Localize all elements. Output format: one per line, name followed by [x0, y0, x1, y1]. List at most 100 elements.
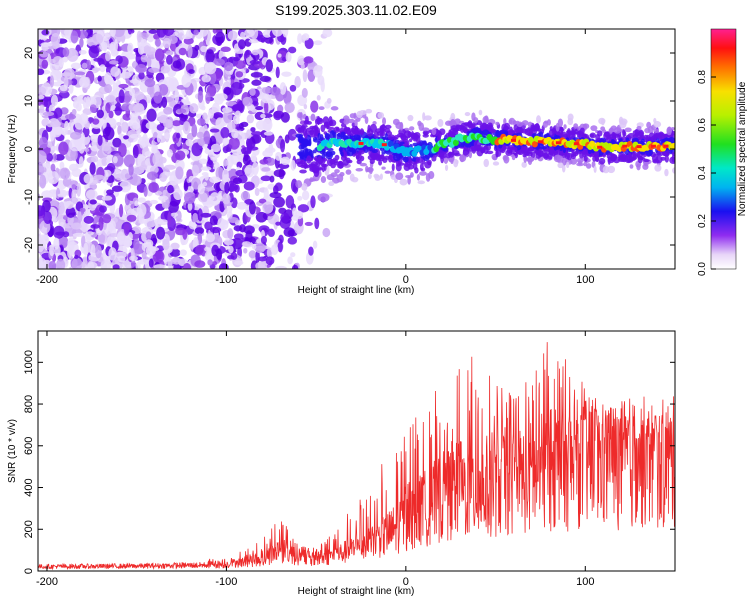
- spectrogram-cell: [38, 162, 45, 176]
- spectrogram-cell: [255, 105, 264, 111]
- spectrogram-cell: [271, 29, 284, 37]
- spectrogram-cell: [148, 258, 154, 268]
- spectrogram-cell: [129, 255, 138, 261]
- spectrogram-cell: [327, 147, 334, 151]
- spectrogram-cell: [320, 163, 329, 168]
- spectrogram-cell: [257, 35, 266, 42]
- spectrogram-cell: [354, 125, 359, 135]
- spectrogram-cell: [326, 126, 335, 131]
- spectrogram-cell: [250, 131, 263, 136]
- spectrogram-cell: [251, 134, 262, 144]
- spectrogram-cell: [323, 151, 328, 156]
- spectrogram-cell: [135, 53, 142, 64]
- spectrogram-cell: [402, 156, 409, 163]
- spectrogram-x-tick-label: 0: [403, 274, 409, 286]
- spectrogram-cell: [316, 95, 321, 101]
- spectrogram-x-tick-label: -100: [215, 274, 237, 286]
- spectrogram-cell: [522, 154, 527, 158]
- spectrogram-cell: [453, 152, 461, 157]
- spectrogram-cell: [543, 152, 549, 160]
- spectrogram-cell: [384, 155, 390, 160]
- spectrogram-cell: [333, 126, 341, 133]
- spectrogram-cell: [265, 256, 275, 266]
- spectrogram-cell: [379, 173, 383, 180]
- spectrogram-cell: [95, 244, 102, 259]
- spectrogram-cell: [75, 102, 82, 112]
- spectrogram-cell: [289, 230, 295, 237]
- spectrogram-cell: [345, 169, 352, 175]
- spectrogram-cell: [597, 130, 603, 137]
- spectrogram-cell: [189, 103, 199, 114]
- spectrogram-cell: [54, 107, 63, 118]
- spectrogram-cell: [162, 238, 170, 251]
- spectrogram-cell: [220, 126, 230, 139]
- spectrogram-cell: [241, 241, 252, 247]
- spectrogram-cell: [191, 142, 203, 157]
- spectrogram-cell: [91, 33, 104, 45]
- spectrogram-cell: [658, 150, 664, 157]
- spectrogram-cell: [322, 29, 333, 38]
- spectrogram-cell: [275, 265, 287, 269]
- spectrogram-cell: [610, 138, 615, 144]
- spectrogram-cell: [127, 29, 133, 35]
- spectrogram-cell: [70, 148, 78, 161]
- spectrogram-cell: [248, 201, 256, 215]
- spectrogram-cell: [222, 146, 229, 154]
- spectrogram-cell: [282, 29, 289, 38]
- spectrogram-cell: [166, 149, 173, 158]
- spectrogram-cell: [354, 118, 358, 128]
- spectrogram-cell: [92, 118, 100, 125]
- spectrogram-cell: [152, 152, 163, 167]
- spectrogram-cell: [100, 260, 108, 269]
- spectrogram-cell: [671, 151, 675, 157]
- spectrogram-cell: [414, 167, 419, 174]
- spectrogram-cell: [311, 125, 318, 132]
- spectrogram-cell: [326, 97, 332, 104]
- spectrogram-cell: [193, 29, 199, 36]
- snr-y-tick-label: 1000: [23, 350, 35, 374]
- spectrogram-cell: [367, 173, 372, 180]
- spectrogram-cell: [384, 128, 391, 134]
- spectrogram-cell: [136, 30, 142, 43]
- spectrogram-cell: [47, 171, 60, 185]
- spectrogram-cell: [227, 30, 238, 41]
- spectrogram-cell: [102, 117, 107, 130]
- spectrogram-cell: [304, 221, 313, 227]
- spectrogram-cell: [395, 162, 402, 172]
- spectrogram-cell: [48, 260, 57, 269]
- spectrogram-cell: [250, 127, 256, 133]
- spectrogram-cell: [50, 94, 59, 107]
- spectrogram-cell: [381, 151, 386, 155]
- spectrogram-y-tick-label: -20: [23, 237, 35, 253]
- spectrogram-cell: [144, 78, 156, 88]
- spectrogram-cell: [287, 256, 293, 265]
- spectrogram-cell: [240, 31, 246, 39]
- spectrogram-peak-cell: [636, 145, 642, 149]
- spectrogram-cell: [381, 123, 386, 130]
- spectrogram-cell: [222, 137, 230, 146]
- spectrogram-cell: [644, 127, 651, 134]
- spectrogram-cell: [399, 178, 408, 186]
- spectrogram-cell: [349, 113, 357, 119]
- spectrogram-cell: [303, 103, 308, 110]
- spectrogram-cell: [127, 42, 134, 55]
- spectrogram-cell: [259, 159, 269, 165]
- spectrogram-cell: [533, 123, 541, 132]
- spectrogram-cell: [260, 113, 266, 119]
- snr-x-tick-label: -100: [215, 576, 237, 588]
- spectrogram-cell: [105, 102, 111, 114]
- spectrogram-cell: [97, 75, 102, 82]
- spectrogram-cell: [57, 193, 67, 198]
- spectrogram-cell: [215, 31, 226, 44]
- spectrogram-cell: [170, 242, 180, 250]
- spectrogram-cell: [384, 170, 391, 174]
- spectrogram-cell: [602, 165, 610, 174]
- spectrogram-cell: [144, 151, 153, 157]
- spectrogram-cell: [59, 167, 71, 180]
- spectrogram-cell: [39, 174, 47, 189]
- spectrogram-cell: [38, 255, 43, 269]
- spectrogram-cell: [355, 168, 364, 172]
- spectrogram-cell: [387, 154, 393, 163]
